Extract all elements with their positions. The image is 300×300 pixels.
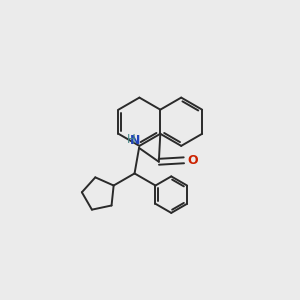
Text: N: N (130, 134, 140, 147)
Text: H: H (126, 133, 135, 146)
Text: O: O (188, 154, 198, 167)
